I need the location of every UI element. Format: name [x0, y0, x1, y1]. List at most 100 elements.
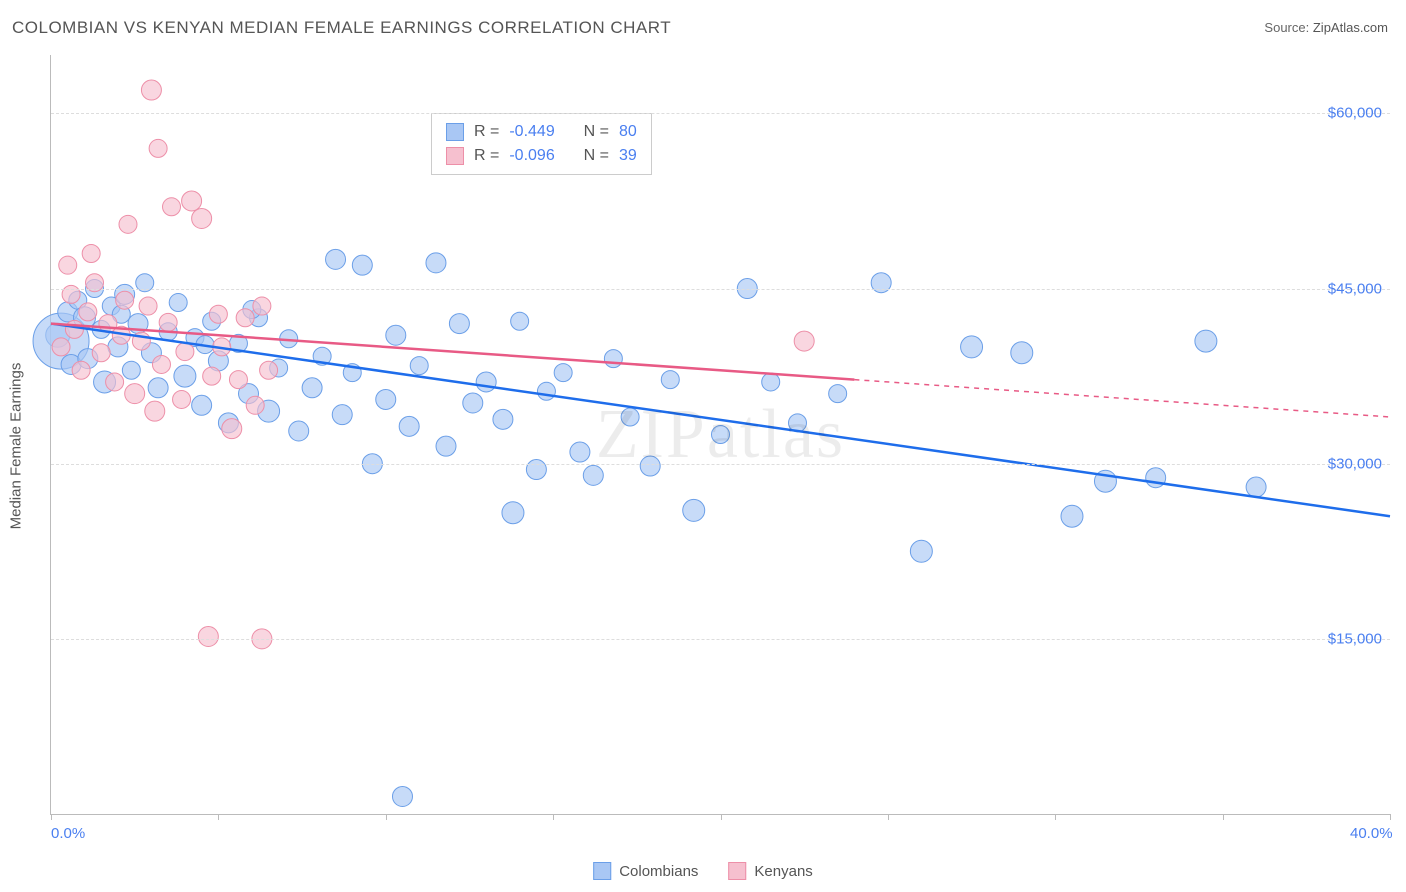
scatter-point-colombians — [302, 378, 322, 398]
y-axis-label: Median Female Earnings — [8, 363, 25, 530]
swatch-kenyans — [728, 862, 746, 880]
bottom-legend-label: Colombians — [619, 863, 698, 880]
x-tick — [1390, 814, 1391, 820]
scatter-point-kenyans — [149, 139, 167, 157]
scatter-point-kenyans — [141, 80, 161, 100]
scatter-point-colombians — [661, 371, 679, 389]
y-tick-label: $30,000 — [1328, 455, 1382, 472]
scatter-point-kenyans — [236, 309, 254, 327]
scatter-point-colombians — [1195, 330, 1217, 352]
scatter-point-kenyans — [92, 344, 110, 362]
scatter-point-colombians — [502, 502, 524, 524]
r-value-colombians: -0.449 — [509, 120, 554, 144]
scatter-point-colombians — [762, 373, 780, 391]
scatter-point-colombians — [604, 350, 622, 368]
stats-legend: R = -0.449 N = 80 R = -0.096 N = 39 — [431, 113, 652, 175]
scatter-point-colombians — [583, 465, 603, 485]
scatter-point-colombians — [449, 314, 469, 334]
scatter-point-colombians — [1061, 505, 1083, 527]
scatter-point-kenyans — [116, 291, 134, 309]
r-label: R = — [474, 120, 499, 144]
scatter-point-kenyans — [59, 256, 77, 274]
scatter-point-colombians — [392, 786, 412, 806]
scatter-point-kenyans — [72, 361, 90, 379]
swatch-colombians — [446, 123, 464, 141]
r-value-kenyans: -0.096 — [509, 144, 554, 168]
scatter-point-kenyans — [139, 297, 157, 315]
stats-legend-row-kenyans: R = -0.096 N = 39 — [446, 144, 637, 168]
x-tick-label: 0.0% — [51, 825, 85, 842]
plot-area: ZIPatlas R = -0.449 N = 80 R = -0.096 N … — [50, 55, 1390, 815]
x-tick — [721, 814, 722, 820]
scatter-point-colombians — [910, 540, 932, 562]
scatter-point-kenyans — [794, 331, 814, 351]
gridline-h — [51, 289, 1390, 290]
scatter-point-kenyans — [192, 208, 212, 228]
y-tick-label: $45,000 — [1328, 280, 1382, 297]
gridline-h — [51, 113, 1390, 114]
scatter-point-colombians — [148, 378, 168, 398]
scatter-point-colombians — [1011, 342, 1033, 364]
scatter-point-kenyans — [260, 361, 278, 379]
gridline-h — [51, 639, 1390, 640]
bottom-legend-kenyans: Kenyans — [728, 862, 812, 880]
scatter-point-colombians — [463, 393, 483, 413]
scatter-point-colombians — [399, 416, 419, 436]
x-tick — [51, 814, 52, 820]
bottom-legend-colombians: Colombians — [593, 862, 698, 880]
scatter-point-colombians — [871, 273, 891, 293]
scatter-point-kenyans — [79, 303, 97, 321]
plot-svg — [51, 55, 1390, 814]
scatter-point-colombians — [621, 408, 639, 426]
scatter-point-kenyans — [65, 320, 83, 338]
scatter-point-colombians — [192, 395, 212, 415]
scatter-point-kenyans — [176, 343, 194, 361]
regression-line-kenyans — [51, 324, 854, 380]
n-value-kenyans: 39 — [619, 144, 637, 168]
bottom-legend-label: Kenyans — [754, 863, 812, 880]
scatter-point-kenyans — [222, 419, 242, 439]
scatter-point-colombians — [511, 312, 529, 330]
scatter-point-colombians — [829, 385, 847, 403]
scatter-point-colombians — [352, 255, 372, 275]
scatter-point-kenyans — [182, 191, 202, 211]
n-label: N = — [584, 144, 609, 168]
scatter-point-kenyans — [119, 215, 137, 233]
scatter-point-colombians — [570, 442, 590, 462]
n-label: N = — [584, 120, 609, 144]
x-tick — [1223, 814, 1224, 820]
r-label: R = — [474, 144, 499, 168]
y-tick-label: $15,000 — [1328, 630, 1382, 647]
bottom-legend: Colombians Kenyans — [593, 862, 813, 880]
scatter-point-kenyans — [209, 305, 227, 323]
x-tick — [1055, 814, 1056, 820]
scatter-point-colombians — [332, 405, 352, 425]
scatter-point-colombians — [640, 456, 660, 476]
scatter-point-kenyans — [246, 396, 264, 414]
scatter-point-colombians — [712, 426, 730, 444]
scatter-point-kenyans — [159, 313, 177, 331]
scatter-point-kenyans — [152, 355, 170, 373]
x-tick — [386, 814, 387, 820]
scatter-point-kenyans — [173, 390, 191, 408]
scatter-point-colombians — [493, 409, 513, 429]
scatter-point-colombians — [410, 357, 428, 375]
regression-line-dashed-kenyans — [854, 380, 1390, 417]
swatch-colombians — [593, 862, 611, 880]
scatter-point-kenyans — [253, 297, 271, 315]
scatter-point-colombians — [386, 325, 406, 345]
scatter-point-kenyans — [106, 373, 124, 391]
gridline-h — [51, 464, 1390, 465]
scatter-point-colombians — [961, 336, 983, 358]
scatter-point-colombians — [537, 382, 555, 400]
swatch-kenyans — [446, 147, 464, 165]
scatter-point-colombians — [122, 361, 140, 379]
scatter-point-colombians — [426, 253, 446, 273]
y-tick-label: $60,000 — [1328, 105, 1382, 122]
source-attribution: Source: ZipAtlas.com — [1264, 20, 1388, 35]
n-value-colombians: 80 — [619, 120, 637, 144]
scatter-point-colombians — [174, 365, 196, 387]
scatter-point-kenyans — [198, 627, 218, 647]
source-label: Source: — [1264, 20, 1309, 35]
chart-container: COLOMBIAN VS KENYAN MEDIAN FEMALE EARNIN… — [0, 0, 1406, 892]
